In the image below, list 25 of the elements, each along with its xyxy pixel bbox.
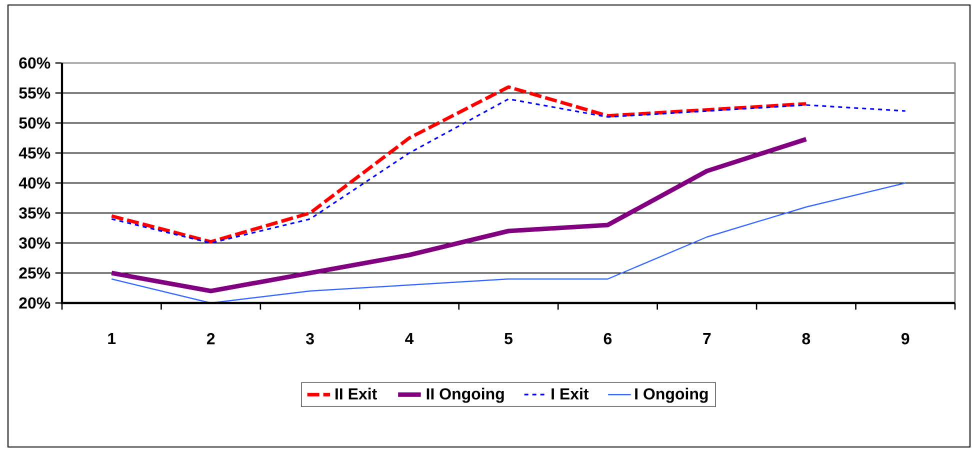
- y-tick-label: 35%: [18, 207, 50, 219]
- y-tick-label: 30%: [18, 237, 50, 249]
- legend-label: I Exit: [552, 388, 589, 400]
- x-tick-label: 1: [108, 333, 116, 344]
- legend-label: I Ongoing: [635, 388, 708, 403]
- y-tick-label: 60%: [19, 57, 50, 69]
- legend-label: II Exit: [336, 388, 377, 400]
- x-tick-label: 8: [802, 333, 810, 344]
- y-tick-label: 25%: [19, 267, 50, 279]
- y-tick-label: 50%: [19, 117, 50, 129]
- legend-label: II Ongoing: [426, 388, 504, 403]
- x-tick-label: 4: [405, 333, 414, 344]
- x-tick-label: 3: [306, 333, 314, 344]
- line-series: [109, 136, 808, 294]
- x-tick-label: 5: [504, 333, 512, 344]
- x-tick-label: 6: [604, 333, 612, 344]
- x-tick-label: 2: [206, 333, 215, 344]
- x-tick-label: 9: [901, 333, 910, 344]
- line-series: [110, 85, 808, 244]
- y-tick-label: 40%: [18, 177, 50, 189]
- x-tick-label: 7: [703, 333, 711, 344]
- y-tick-label: 55%: [19, 87, 50, 99]
- y-tick-label: 45%: [18, 147, 50, 159]
- y-tick-label: 20%: [19, 297, 50, 309]
- line-series: [111, 182, 906, 304]
